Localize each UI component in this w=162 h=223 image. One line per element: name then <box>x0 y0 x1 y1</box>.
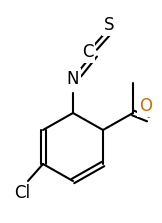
Text: C: C <box>82 43 94 61</box>
Text: S: S <box>104 16 115 34</box>
Text: Cl: Cl <box>14 184 30 202</box>
Text: N: N <box>67 70 79 88</box>
Text: O: O <box>139 97 152 115</box>
